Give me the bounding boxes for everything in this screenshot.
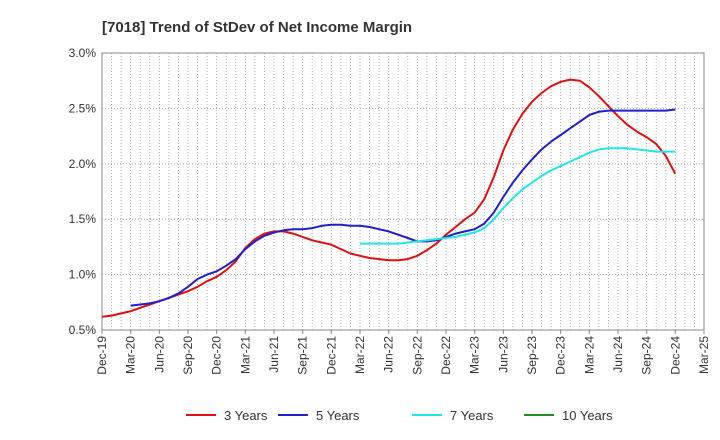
x-tick-label: Sep-20 bbox=[181, 336, 195, 375]
x-tick-label: Mar-21 bbox=[238, 336, 252, 374]
x-tick-label: Jun-22 bbox=[382, 336, 396, 373]
legend-label-3: 7 Years bbox=[450, 408, 494, 423]
legend-label-1: 3 Years bbox=[224, 408, 268, 423]
plot-area-border bbox=[101, 52, 705, 331]
x-tick-label: Mar-24 bbox=[582, 336, 596, 374]
y-tick-label: 1.5% bbox=[69, 212, 97, 226]
x-tick-label: Sep-22 bbox=[410, 336, 424, 375]
x-tick-label: Sep-24 bbox=[640, 336, 654, 375]
x-tick-label: Mar-20 bbox=[124, 336, 138, 374]
y-tick-label: 3.0% bbox=[69, 46, 97, 60]
x-tick-label: Dec-20 bbox=[210, 336, 224, 375]
x-tick-label: Sep-21 bbox=[296, 336, 310, 375]
x-axis-ticks: Dec-19 Mar-20 Jun-20 Sep-20 Dec-20 Mar-21 Jun-… bbox=[95, 330, 711, 375]
x-tick-label: Dec-19 bbox=[95, 336, 109, 375]
grid bbox=[102, 53, 704, 330]
y-tick-label: 0.5% bbox=[69, 323, 97, 337]
series-line-3 bbox=[360, 147, 676, 245]
x-tick-label: Dec-21 bbox=[324, 336, 338, 375]
x-tick-label: Dec-23 bbox=[554, 336, 568, 375]
x-tick-label: Jun-24 bbox=[611, 336, 625, 373]
y-tick-label: 1.0% bbox=[69, 268, 97, 282]
series-line-1 bbox=[102, 78, 677, 318]
x-tick-label: Sep-23 bbox=[525, 336, 539, 375]
x-tick-label: Dec-22 bbox=[439, 336, 453, 375]
legend-label-2: 5 Years bbox=[316, 408, 360, 423]
x-tick-label: Mar-25 bbox=[697, 336, 711, 374]
series-lines bbox=[102, 78, 677, 318]
legend: 3 Years 5 Years 7 Years 10 Years bbox=[186, 408, 613, 423]
x-tick-label: Jun-20 bbox=[152, 336, 166, 373]
x-tick-label: Mar-22 bbox=[353, 336, 367, 374]
y-tick-label: 2.5% bbox=[69, 101, 97, 115]
y-tick-label: 2.0% bbox=[69, 157, 97, 171]
legend-label-4: 10 Years bbox=[562, 408, 613, 423]
x-tick-label: Jun-21 bbox=[267, 336, 281, 373]
x-tick-label: Dec-24 bbox=[668, 336, 682, 375]
chart-title: [7018] Trend of StDev of Net Income Marg… bbox=[102, 19, 412, 36]
x-tick-label: Mar-23 bbox=[468, 336, 482, 374]
y-axis-ticks: 0.5% 1.0% 1.5% 2.0% 2.5% 3.0% bbox=[69, 46, 97, 337]
series-line-2 bbox=[130, 108, 676, 307]
x-tick-label: Jun-23 bbox=[496, 336, 510, 373]
